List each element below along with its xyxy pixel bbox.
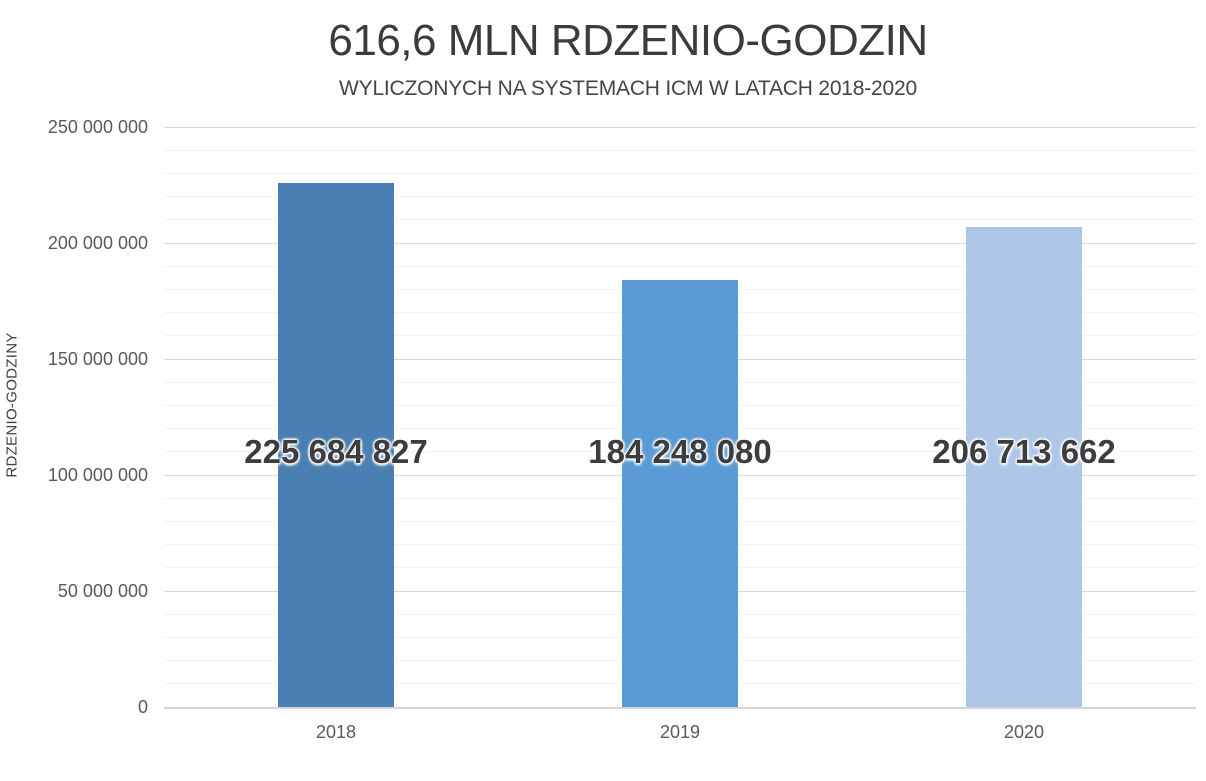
chart-subtitle: WYLICZONYCH NA SYSTEMACH ICM W LATACH 20… — [339, 77, 917, 100]
y-tick-label: 150 000 000 — [47, 349, 148, 369]
minor-gridline — [164, 219, 1196, 221]
bar-2018 — [278, 183, 394, 707]
x-axis-line — [164, 707, 1196, 709]
bar-2019 — [622, 279, 738, 707]
x-tick-label: 2019 — [659, 722, 701, 742]
x-tick-label: 2020 — [1003, 722, 1045, 742]
y-tick-label: 250 000 000 — [47, 117, 148, 137]
y-tick-label: 50 000 000 — [57, 581, 148, 601]
minor-gridline — [164, 196, 1196, 198]
y-axis: 0 50 000 000 100 000 000 150 000 000 200 000… — [0, 117, 148, 717]
x-tick-label: 2018 — [315, 722, 357, 742]
data-label-2020: 206 713 662 — [932, 433, 1116, 470]
data-label-2019: 184 248 080 — [588, 433, 772, 470]
major-gridline — [164, 242, 1196, 244]
major-gridline — [164, 126, 1196, 128]
minor-gridline — [164, 265, 1196, 267]
data-label-2018: 225 684 827 — [244, 433, 428, 470]
plot-area: 225 684 827 2018 184 248 080 2019 206 713 66… — [164, 126, 1196, 742]
y-tick-label: 200 000 000 — [47, 233, 148, 253]
minor-gridline — [164, 172, 1196, 174]
chart-title: 616,6 MLN RDZENIO-GODZIN — [328, 16, 928, 65]
minor-gridline — [164, 149, 1196, 151]
y-tick-label: 100 000 000 — [47, 465, 148, 485]
bar-2020 — [966, 227, 1082, 707]
y-tick-label: 0 — [137, 697, 148, 717]
